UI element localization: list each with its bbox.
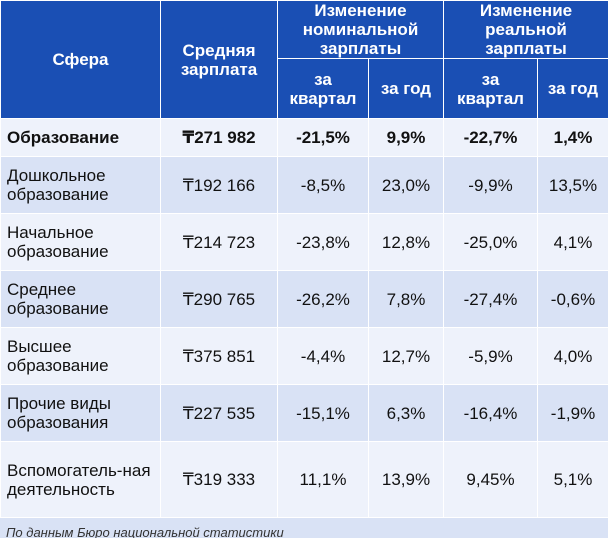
cell-sfera: Начальное образование bbox=[1, 214, 161, 271]
header-real-quarter: за квартал bbox=[444, 59, 538, 119]
cell-sfera: Высшее образование bbox=[1, 328, 161, 385]
header-nominal-quarter: за квартал bbox=[278, 59, 369, 119]
cell-sfera: Среднее образование bbox=[1, 271, 161, 328]
cell-salary: ₸214 723 bbox=[161, 214, 278, 271]
header-salary: Средняя зарплата bbox=[161, 1, 278, 119]
cell-real-quarter: -9,9% bbox=[444, 157, 538, 214]
cell-nominal-quarter: -8,5% bbox=[278, 157, 369, 214]
table-row: Высшее образование ₸375 851 -4,4% 12,7% … bbox=[1, 328, 608, 385]
cell-salary: ₸290 765 bbox=[161, 271, 278, 328]
cell-nominal-year: 23,0% bbox=[369, 157, 444, 214]
cell-real-quarter: 9,45% bbox=[444, 442, 538, 518]
cell-nominal-year: 13,9% bbox=[369, 442, 444, 518]
source-note: По данным Бюро национальной статистики bbox=[0, 518, 608, 538]
cell-salary: ₸319 333 bbox=[161, 442, 278, 518]
table-row: Дошкольное образование ₸192 166 -8,5% 23… bbox=[1, 157, 608, 214]
cell-salary: ₸227 535 bbox=[161, 385, 278, 442]
cell-real-quarter: -22,7% bbox=[444, 119, 538, 157]
cell-real-year: -1,9% bbox=[538, 385, 608, 442]
salary-table: Сфера Средняя зарплата Изменение номинал… bbox=[0, 0, 608, 518]
cell-salary: ₸192 166 bbox=[161, 157, 278, 214]
cell-real-quarter: -25,0% bbox=[444, 214, 538, 271]
cell-nominal-quarter: -21,5% bbox=[278, 119, 369, 157]
cell-real-year: 4,0% bbox=[538, 328, 608, 385]
cell-nominal-year: 7,8% bbox=[369, 271, 444, 328]
cell-salary: ₸271 982 bbox=[161, 119, 278, 157]
header-sfera: Сфера bbox=[1, 1, 161, 119]
cell-nominal-year: 12,8% bbox=[369, 214, 444, 271]
cell-nominal-year: 6,3% bbox=[369, 385, 444, 442]
cell-real-quarter: -27,4% bbox=[444, 271, 538, 328]
cell-sfera: Вспомогатель-ная деятельность bbox=[1, 442, 161, 518]
cell-real-year: 4,1% bbox=[538, 214, 608, 271]
table-row: Вспомогатель-ная деятельность ₸319 333 1… bbox=[1, 442, 608, 518]
header-real-year: за год bbox=[538, 59, 608, 119]
cell-sfera: Прочие виды образования bbox=[1, 385, 161, 442]
cell-real-year: 13,5% bbox=[538, 157, 608, 214]
cell-nominal-quarter: -26,2% bbox=[278, 271, 369, 328]
cell-nominal-quarter: -23,8% bbox=[278, 214, 369, 271]
cell-sfera: Дошкольное образование bbox=[1, 157, 161, 214]
cell-real-year: 1,4% bbox=[538, 119, 608, 157]
header-real: Изменение реальной зарплаты bbox=[444, 1, 608, 59]
table-row: Среднее образование ₸290 765 -26,2% 7,8%… bbox=[1, 271, 608, 328]
cell-nominal-year: 9,9% bbox=[369, 119, 444, 157]
cell-real-year: -0,6% bbox=[538, 271, 608, 328]
cell-real-quarter: -16,4% bbox=[444, 385, 538, 442]
cell-nominal-quarter: -4,4% bbox=[278, 328, 369, 385]
header-nominal: Изменение номинальной зарплаты bbox=[278, 1, 444, 59]
cell-nominal-year: 12,7% bbox=[369, 328, 444, 385]
header-nominal-year: за год bbox=[369, 59, 444, 119]
cell-nominal-quarter: 11,1% bbox=[278, 442, 369, 518]
cell-real-year: 5,1% bbox=[538, 442, 608, 518]
cell-real-quarter: -5,9% bbox=[444, 328, 538, 385]
table-row: Образование ₸271 982 -21,5% 9,9% -22,7% … bbox=[1, 119, 608, 157]
table-row: Начальное образование ₸214 723 -23,8% 12… bbox=[1, 214, 608, 271]
cell-sfera: Образование bbox=[1, 119, 161, 157]
cell-salary: ₸375 851 bbox=[161, 328, 278, 385]
table-row: Прочие виды образования ₸227 535 -15,1% … bbox=[1, 385, 608, 442]
cell-nominal-quarter: -15,1% bbox=[278, 385, 369, 442]
